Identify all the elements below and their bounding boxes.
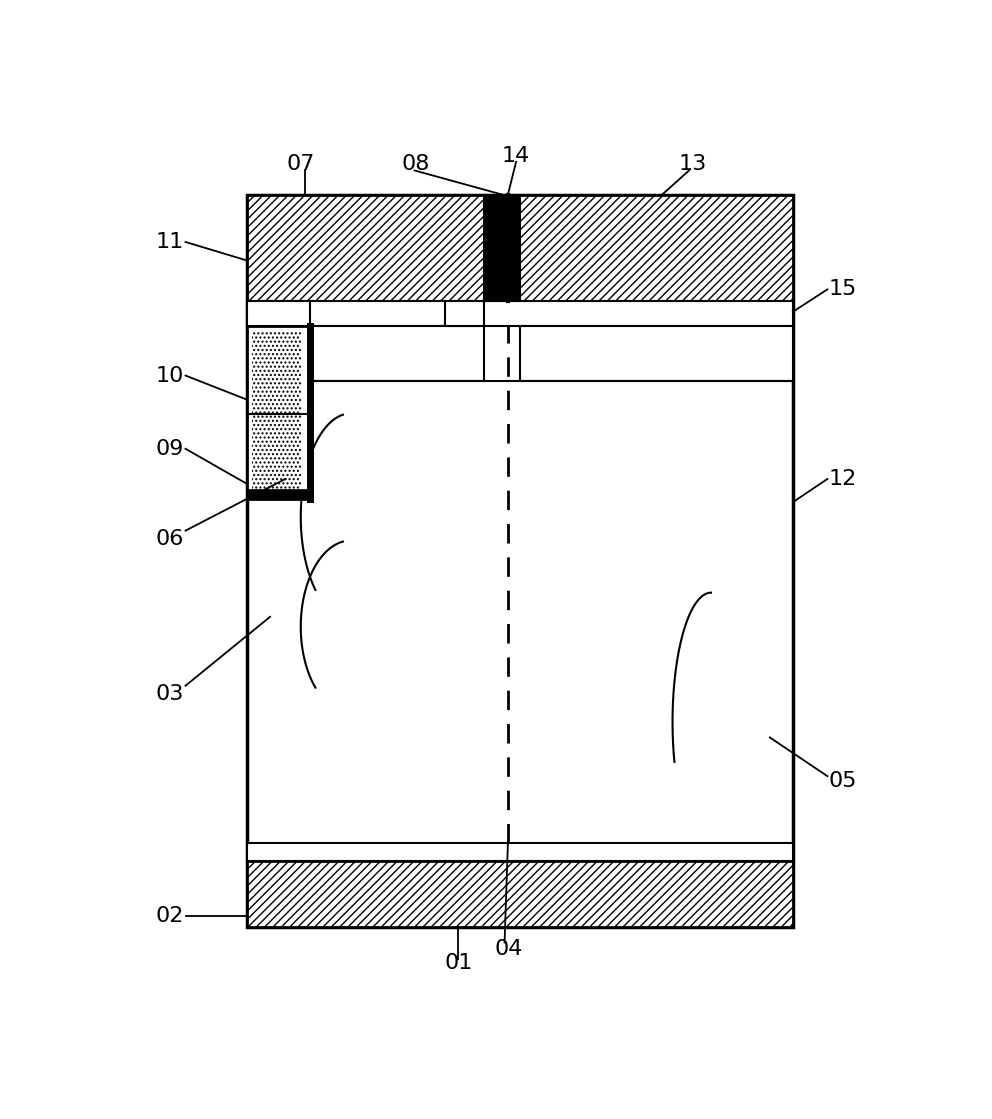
Text: 12: 12 <box>828 469 857 489</box>
Text: 04: 04 <box>494 939 523 959</box>
Bar <box>247 195 793 301</box>
Text: 01: 01 <box>444 953 472 974</box>
Text: 03: 03 <box>156 685 185 704</box>
Text: 13: 13 <box>679 154 707 175</box>
Bar <box>484 195 520 301</box>
Text: 07: 07 <box>287 154 315 175</box>
Text: 14: 14 <box>502 145 530 166</box>
Bar <box>247 195 793 927</box>
Bar <box>444 301 484 327</box>
Text: 10: 10 <box>156 366 185 386</box>
Bar <box>247 861 793 927</box>
Text: 02: 02 <box>156 905 185 925</box>
Bar <box>487 197 518 298</box>
Bar <box>247 301 310 327</box>
Text: 09: 09 <box>156 439 185 459</box>
Bar <box>247 327 484 382</box>
Bar <box>252 331 301 493</box>
Bar <box>247 327 310 499</box>
Text: 11: 11 <box>156 232 185 252</box>
Bar <box>247 301 793 327</box>
Bar <box>520 327 793 382</box>
Text: 08: 08 <box>402 154 431 175</box>
Text: 05: 05 <box>828 771 857 790</box>
Text: 06: 06 <box>156 529 185 549</box>
Bar <box>247 489 310 499</box>
Text: 15: 15 <box>828 280 857 300</box>
Bar <box>247 843 793 861</box>
